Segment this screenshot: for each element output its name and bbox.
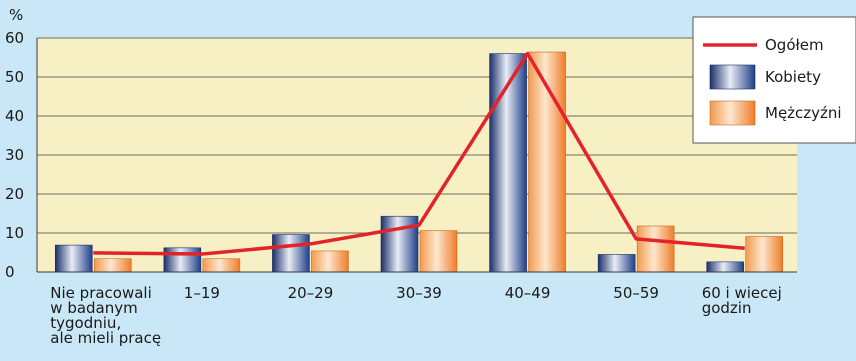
category-label: 20–29: [288, 284, 334, 302]
bar-kobiety: [54, 244, 93, 273]
category-label: godzin: [702, 299, 752, 317]
y-tick-label: 0: [5, 263, 15, 281]
bar-kobiety: [272, 234, 310, 273]
y-tick-label: 50: [5, 68, 24, 86]
category-label: Nie pracowali: [50, 284, 151, 302]
y-tick-label: 60: [5, 29, 24, 47]
y-tick-label: 40: [5, 107, 24, 125]
legend-swatch-kobiety: [709, 64, 756, 90]
bar-mezczyzni: [636, 225, 675, 273]
y-tick-label: 10: [5, 224, 24, 242]
line-ogolem: [93, 51, 745, 256]
category-label: tygodniu,: [50, 314, 121, 332]
category-label: ale mieli pracę: [50, 329, 161, 347]
category-label: 30–39: [396, 284, 442, 302]
bar-mezczyzni: [419, 230, 458, 273]
y-tick-label: 30: [5, 146, 24, 164]
bar-kobiety: [597, 254, 636, 273]
legend-label: Mężczyźni: [765, 104, 842, 122]
bar-kobiety: [706, 261, 745, 273]
legend-label: Ogółem: [765, 36, 824, 54]
category-label: 50–59: [613, 284, 659, 302]
category-label: 1–19: [184, 284, 220, 302]
bar-mezczyzni: [93, 258, 132, 273]
category-label: 60 i wiecej: [702, 284, 782, 302]
bar-mezczyzni: [202, 258, 241, 273]
bar-kobiety: [163, 247, 202, 273]
category-label: 40–49: [505, 284, 551, 302]
legend-label: Kobiety: [765, 68, 821, 86]
y-tick-label: 20: [5, 185, 24, 203]
y-axis-label: %: [9, 6, 23, 24]
bar-mezczyzni: [311, 250, 349, 273]
category-label: w badanym: [50, 299, 137, 317]
bar-mezczyzni: [745, 236, 784, 273]
legend-swatch-mezczyzni: [709, 100, 756, 126]
